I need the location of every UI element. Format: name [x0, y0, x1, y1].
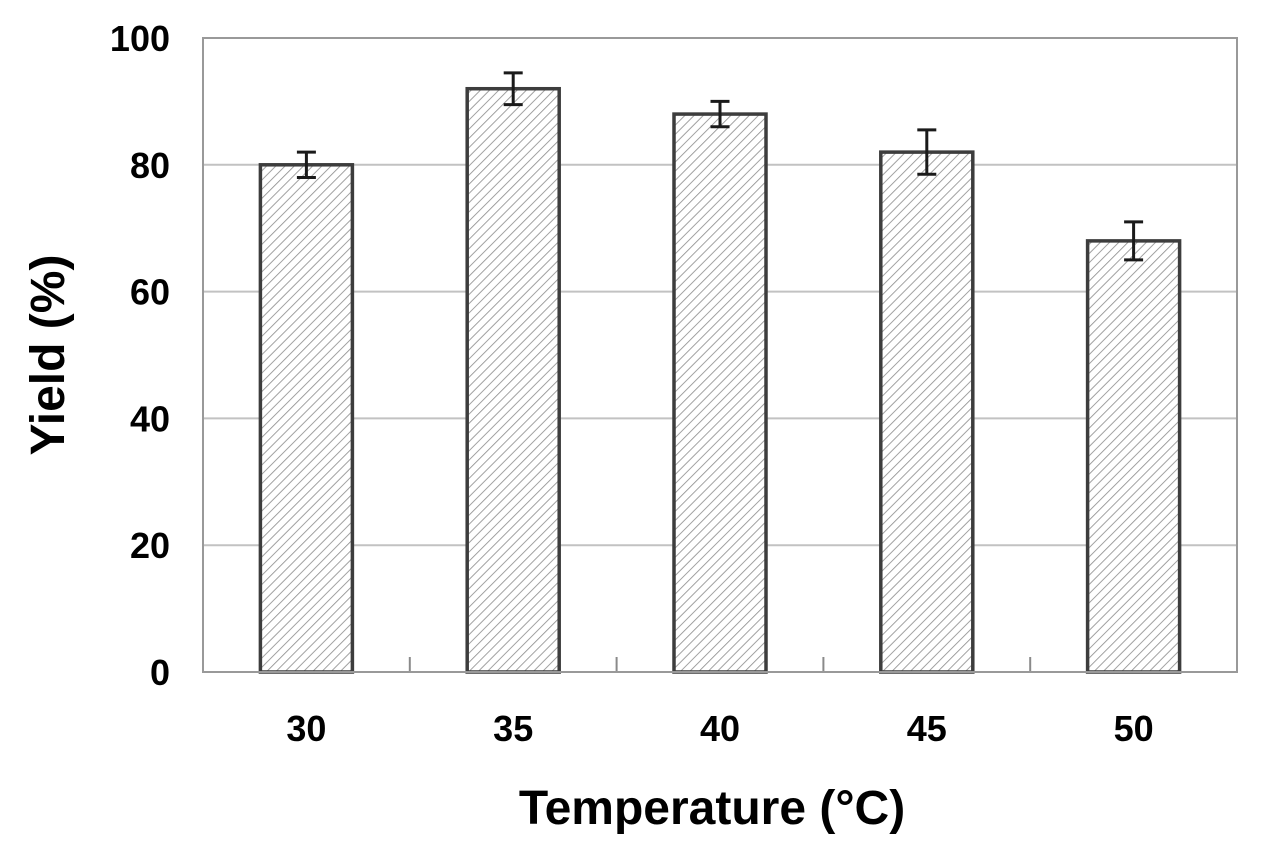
bar [879, 150, 975, 674]
x-tick-label: 50 [1114, 708, 1154, 749]
bar [1085, 239, 1182, 674]
plot-border [202, 37, 1238, 673]
y-axis-title: Yield (%) [22, 255, 75, 456]
tick-labels: 0 20 40 60 80 100 30 35 40 45 50 [110, 18, 1154, 749]
bar [672, 112, 768, 674]
y-tick-label: 0 [150, 652, 170, 693]
bar [258, 163, 355, 674]
x-tick-label: 40 [700, 708, 740, 749]
y-tick-label: 100 [110, 18, 170, 59]
error-bars [296, 71, 1144, 262]
y-tick-label: 20 [130, 525, 170, 566]
plot-frame [202, 37, 1238, 673]
x-tick-label: 35 [493, 708, 533, 749]
bar [465, 86, 561, 674]
y-tick-label: 60 [130, 272, 170, 313]
x-axis-title: Temperature (°C) [519, 782, 905, 835]
bars [258, 86, 1182, 674]
x-tick-label: 45 [907, 708, 947, 749]
x-tick-label: 30 [286, 708, 326, 749]
y-tick-label: 80 [130, 145, 170, 186]
y-tick-label: 40 [130, 398, 170, 439]
